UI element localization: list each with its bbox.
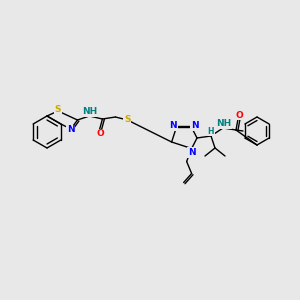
Text: N: N: [67, 125, 75, 134]
Text: O: O: [97, 130, 104, 139]
Text: S: S: [55, 106, 61, 115]
Text: S: S: [124, 116, 131, 124]
Text: H: H: [208, 127, 214, 136]
Text: N: N: [188, 148, 196, 157]
Text: NH: NH: [216, 119, 232, 128]
Text: O: O: [235, 110, 243, 119]
Text: N: N: [191, 121, 199, 130]
Text: NH: NH: [82, 107, 97, 116]
Text: N: N: [169, 121, 177, 130]
